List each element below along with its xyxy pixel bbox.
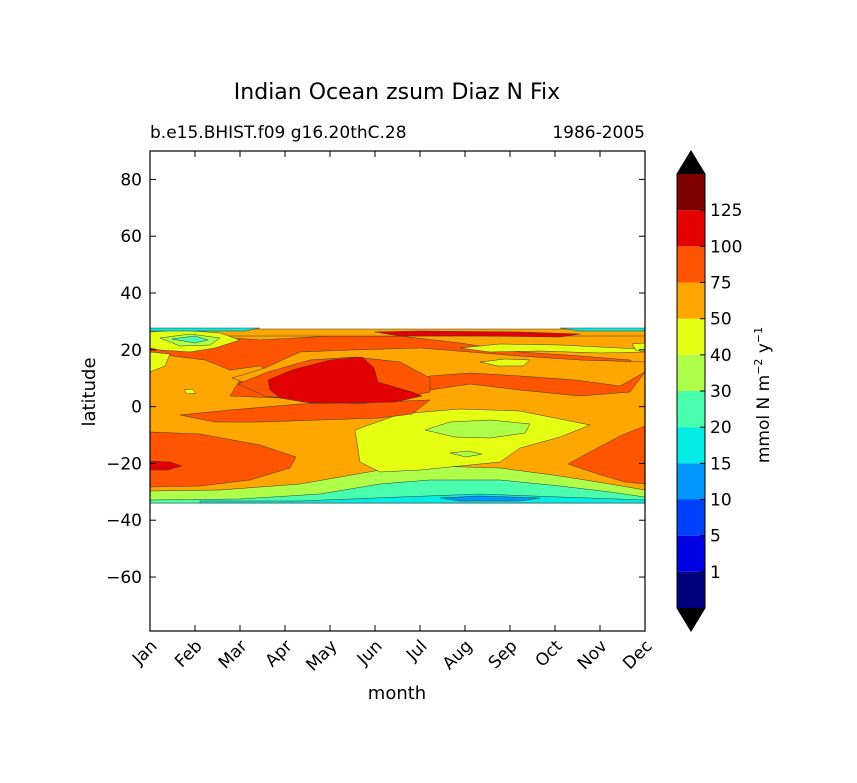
contour-southern-edge-15-20 [199,493,645,504]
x-tick-label: Jan [128,636,161,669]
colorbar-tick-label: 125 [710,201,742,221]
colorbar-over-arrow [677,151,705,174]
chart-title: Indian Ocean zsum Diaz N Fix [234,80,560,105]
y-tick-label: −40 [106,511,142,531]
contour-north-small-40-50 [479,358,531,367]
contour-top-strip-100-125 [374,330,581,338]
contour-south-75-100 [150,431,297,488]
chart-subtitle-left: b.e15.BHIST.f09 g16.20thC.28 [150,123,407,143]
y-axis: 80 60 40 20 0 −20 −40 −60 [106,170,645,588]
chart-subtitle-right: 1986-2005 [552,123,645,143]
colorbar-tick-label: 5 [710,527,721,547]
colorbar-segment [677,210,705,247]
colorbar-label-exp1: −2 [752,359,765,375]
plot-frame [149,150,646,632]
x-tick-label: Nov [574,636,612,674]
colorbar-segment [677,354,705,391]
colorbar-segment [677,571,705,608]
colorbar-segment [677,535,705,572]
colorbar-label-exp2: −1 [752,327,765,343]
y-tick-label: −60 [106,568,142,588]
contour-south-east-75-100 [567,425,645,485]
y-tick-label: 80 [120,170,142,190]
colorbar-under-arrow [677,608,705,631]
contour-top-strip-15-20 [150,327,645,332]
colorbar-segment [677,282,705,319]
colorbar-segment [677,427,705,464]
x-tick-label: Sep [485,636,522,673]
contour-small-left-40-50 [183,388,197,395]
colorbar-tick-label: 20 [710,418,732,438]
contour-fill-layer [150,327,645,504]
colorbar-label-main: mmol N m [754,375,774,463]
y-tick-label: 60 [120,227,142,247]
colorbar-tick-label: 30 [710,382,732,402]
colorbar-tick-label: 50 [710,310,732,330]
colorbar-segment [677,499,705,536]
x-tick-label: Dec [619,636,656,673]
contour-left-40-50 [150,351,171,373]
contour-south-100-125 [150,460,183,471]
x-tick-label: Mar [215,636,252,673]
x-tick-label: Aug [439,636,477,674]
colorbar-tick-label: 10 [710,491,732,511]
x-tick-label: Jul [402,636,431,665]
y-tick-label: 40 [120,284,142,304]
contour-center-30-40 [424,419,531,439]
y-tick-label: −20 [106,454,142,474]
contour-north-core-100-125 [267,356,423,404]
colorbar-label-mid: y [754,343,774,358]
x-axis-label: month [368,683,426,704]
contour-southern-edge-10-15 [439,495,541,502]
colorbar-segment [677,463,705,500]
colorbar-segment [677,174,705,211]
y-tick-label: 0 [131,398,142,418]
contour-equator-75-100 [179,399,431,423]
colorbar-label: mmol N m−2 y−1 [752,327,774,463]
colorbar-segment [677,391,705,428]
y-tick-label: 20 [120,341,142,361]
x-tick-label: Apr [262,636,297,671]
x-tick-label: Oct [532,636,567,671]
contour-center-small-30-40 [449,450,483,458]
x-tick-label: Jun [353,636,387,670]
colorbar-tick-label: 100 [710,237,742,257]
colorbar-tick-label: 1 [710,563,721,583]
x-tick-label: Feb [171,636,206,671]
contour-center-40-50 [354,408,591,473]
colorbar-outline [676,150,706,632]
colorbar-tick-label: 75 [710,274,732,294]
y-axis-label: latitude [79,357,100,426]
colorbar-segment [677,318,705,355]
colorbar-tick-label: 15 [710,454,732,474]
contour-north-40-50 [459,343,645,354]
colorbar-segment [677,246,705,283]
x-tick-label: May [303,636,342,675]
colorbar-tick-label: 40 [710,346,732,366]
contour-top-left-20-30 [171,335,209,344]
